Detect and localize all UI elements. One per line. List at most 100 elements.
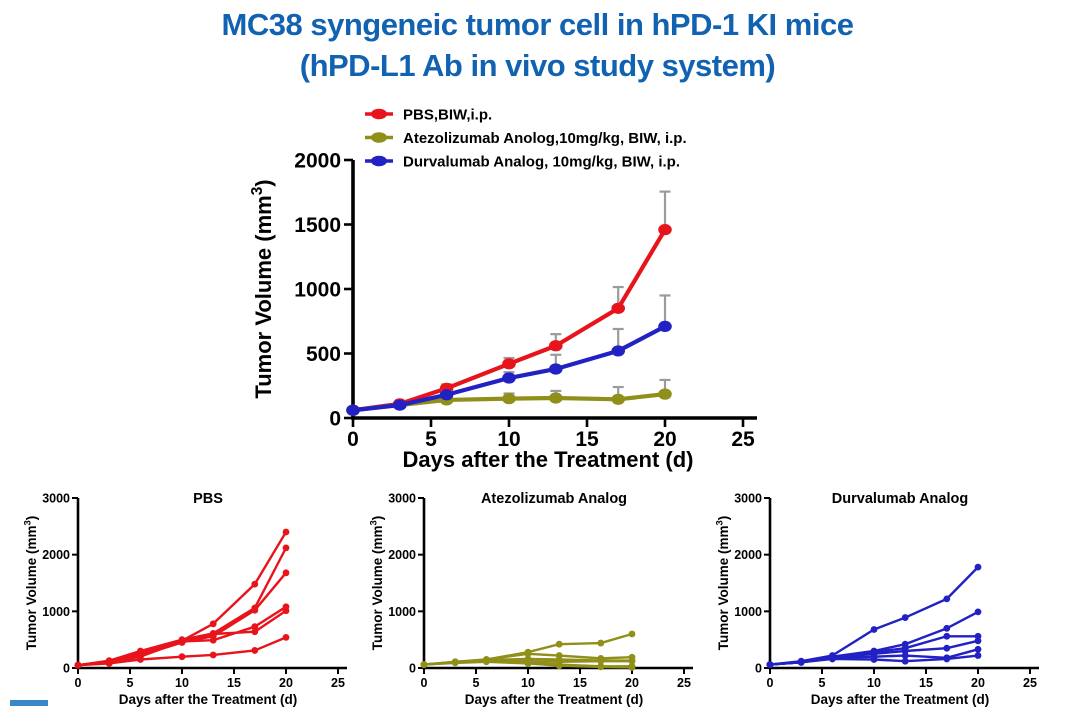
x-tick-label: 25 [731,428,755,451]
atezolizumab-individual-chart: 0 5 10 15 20 25 0 1000 2000 3000 Days after the Tr… [369,491,693,707]
data-point-marker [251,606,259,614]
slide-accent-bar [10,700,48,706]
data-point-marker [524,660,532,667]
data-point-marker [829,655,836,663]
legend-label: Durvalumab Analog, 10mg/kg, BIW, i.p. [403,153,680,170]
y-axis-label: Tumor Volume (mm3) [23,516,39,651]
x-axis-label: Days after the Treatment (d) [811,692,990,707]
data-point-marker [658,388,672,400]
data-point-marker [870,656,878,663]
data-point-marker [209,630,217,638]
data-point-marker [524,650,532,658]
data-point-marker [251,647,259,654]
y-tick-label: 2000 [734,548,762,562]
data-point-marker [209,636,217,644]
x-tick-label: 5 [473,676,480,690]
x-tick-label: 10 [867,676,881,690]
data-point-marker [974,563,982,571]
data-point-marker [943,595,951,603]
durvalumab-individual-chart: 0 5 10 15 20 25 0 1000 2000 3000 Days after the Tr… [715,491,1039,707]
y-tick-label: 1000 [294,279,341,302]
x-tick-label: 20 [279,676,293,690]
data-point-marker [251,628,259,636]
data-point-marker [502,372,516,384]
data-point-marker [611,345,625,357]
data-point-marker [137,656,144,663]
data-point-marker [597,639,605,647]
data-point-marker [251,580,259,588]
data-point-marker [282,528,290,536]
x-tick-label: 25 [331,676,345,690]
data-point-marker [797,658,805,666]
data-point-marker [555,662,563,670]
slide-title-line1: MC38 syngeneic tumor cell in hPD-1 KI mi… [221,7,854,42]
x-tick-label: 5 [819,676,826,690]
data-point-marker [282,569,290,577]
main-tumor-volume-chart: 0 5 10 15 20 25 0 500 1000 1500 2000 Days after the… [249,106,757,472]
x-axis-label: Days after the Treatment (d) [119,692,298,707]
data-point-marker [658,224,672,236]
y-tick-label: 1000 [734,605,762,619]
data-point-marker [74,661,82,669]
data-point-marker [178,639,186,646]
x-tick-label: 15 [573,676,587,690]
y-tick-label: 0 [755,662,762,676]
data-point-marker [502,358,516,370]
legend-marker-icon [371,108,387,120]
x-tick-label: 0 [75,676,82,690]
data-point-marker [549,392,563,404]
x-tick-label: 5 [127,676,134,690]
x-tick-label: 10 [497,428,520,451]
y-tick-label: 2000 [42,548,70,562]
data-point-marker [346,404,360,416]
y-tick-label: 3000 [734,492,762,506]
data-point-marker [439,389,454,401]
x-tick-label: 5 [425,428,437,451]
slide-title-line2: (hPD-L1 Ab in vivo study system) [299,48,776,83]
data-point-marker [628,630,636,638]
y-tick-label: 3000 [388,492,416,506]
data-point-marker [502,393,516,405]
x-tick-label: 20 [625,676,639,690]
data-point-marker [943,644,951,652]
x-axis-label: Days after the Treatment (d) [465,692,644,707]
data-point-marker [393,399,407,411]
data-point-marker [209,620,217,628]
data-point-marker [974,608,982,616]
data-point-marker [766,661,774,668]
chart-title: Durvalumab Analog [832,491,968,507]
y-tick-label: 0 [409,662,416,676]
x-tick-label: 10 [175,676,189,690]
x-tick-label: 0 [767,676,774,690]
data-point-marker [483,658,490,666]
y-tick-label: 1000 [388,605,416,619]
x-tick-label: 25 [677,676,691,690]
y-tick-label: 2000 [388,548,416,562]
slide-title: MC38 syngeneic tumor cell in hPD-1 KI mi… [0,4,1075,86]
data-point-marker [420,661,428,668]
data-point-marker [901,614,909,621]
legend-marker-icon [371,155,387,167]
data-point-marker [282,607,290,615]
data-point-marker [611,302,625,314]
data-point-marker [549,363,563,375]
data-point-marker [974,645,982,653]
data-point-marker [901,652,909,659]
data-point-marker [597,657,605,665]
x-tick-label: 0 [347,428,359,451]
data-point-marker [451,659,459,667]
data-point-marker [549,340,563,352]
data-point-marker [209,651,217,659]
pbs-individual-chart: 0 5 10 15 20 25 0 1000 2000 3000 Days after the Tr… [23,491,347,707]
x-tick-label: 25 [1023,676,1037,690]
x-tick-label: 20 [971,676,985,690]
x-tick-label: 0 [421,676,428,690]
data-point-marker [105,660,113,667]
data-point-marker [870,626,878,633]
legend-marker-icon [371,132,387,143]
data-point-marker [282,544,290,552]
y-tick-label: 0 [63,662,70,676]
x-tick-label: 15 [227,676,241,690]
x-tick-label: 15 [919,676,933,690]
